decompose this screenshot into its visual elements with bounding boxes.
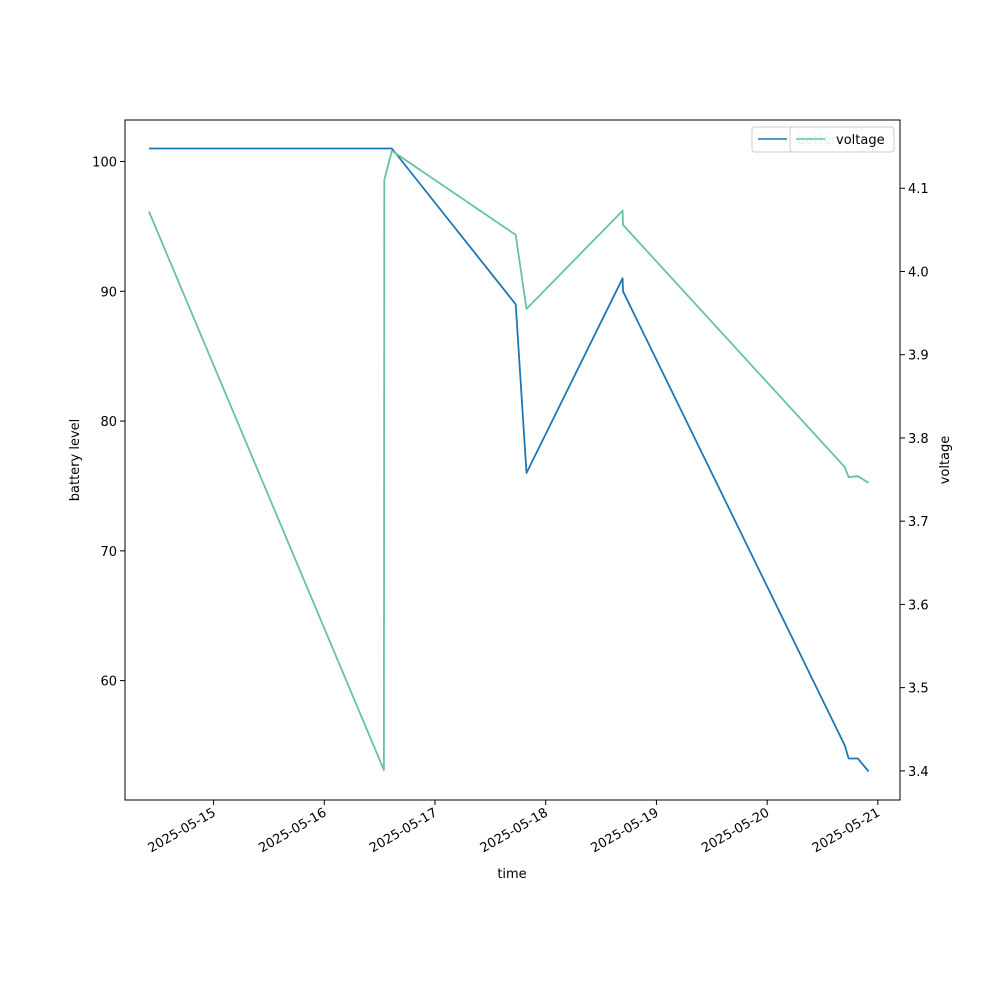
- battery-line: [149, 147, 870, 773]
- y-left-tick-label-4: 100: [92, 156, 117, 171]
- y-left-tick-label-2: 80: [100, 415, 117, 430]
- y-right-axis: 3.4 3.5 3.6 3.7 3.8 3.9 4.0 4.1: [900, 182, 929, 780]
- y-right-tick-label-2: 3.6: [908, 598, 929, 613]
- y-left-tick-label-1: 70: [100, 545, 117, 560]
- x-axis: 2025-05-15 2025-05-16 2025-05-17 2025-05-18…: [146, 800, 883, 856]
- y-left-tick-label-3: 90: [100, 285, 117, 300]
- y-right-tick-label-7: 4.1: [908, 182, 929, 197]
- x-tick-label-4: 2025-05-19: [588, 805, 661, 856]
- series-layer: [148, 147, 870, 773]
- plot-frame: [124, 119, 901, 801]
- y-right-tick-label-3: 3.7: [908, 515, 929, 530]
- legend-voltage-box: [789, 126, 895, 153]
- legend-voltage-label: voltage: [836, 133, 885, 148]
- x-axis-label: time: [497, 867, 526, 882]
- y-right-tick-label-0: 3.4: [908, 765, 929, 780]
- y-left-axis: 60 70 80 90 100: [92, 156, 125, 690]
- x-tick-label-3: 2025-05-18: [478, 805, 551, 856]
- y-left-tick-label-0: 60: [100, 675, 117, 690]
- y-right-tick-label-6: 4.0: [908, 265, 929, 280]
- y-left-axis-label: battery level: [68, 419, 83, 502]
- voltage-line: [148, 149, 870, 771]
- x-tick-label-2: 2025-05-17: [367, 805, 440, 856]
- legend-voltage: voltage: [789, 126, 895, 153]
- y-right-tick-label-1: 3.5: [908, 682, 929, 697]
- y-right-tick-label-5: 3.9: [908, 349, 929, 364]
- x-tick-label-0: 2025-05-15: [146, 805, 219, 856]
- x-tick-label-5: 2025-05-20: [699, 805, 772, 856]
- x-tick-label-6: 2025-05-21: [810, 805, 883, 856]
- y-right-tick-label-4: 3.8: [908, 432, 929, 447]
- x-tick-label-1: 2025-05-16: [256, 805, 329, 856]
- y-right-axis-label: voltage: [938, 436, 953, 485]
